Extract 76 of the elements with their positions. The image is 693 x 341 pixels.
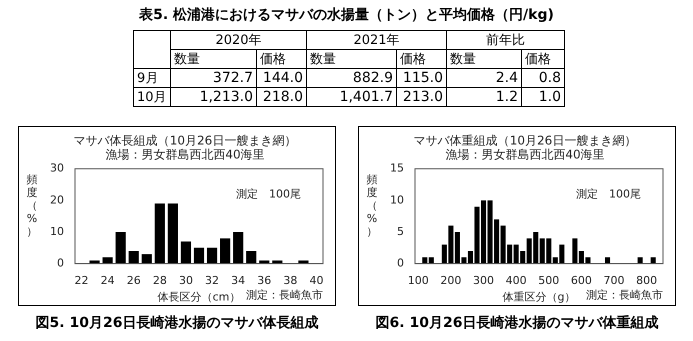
x-tick-label: 100 (408, 274, 429, 288)
category-label: 10月 (137, 90, 167, 105)
x-tick-label: 40 (309, 274, 324, 288)
x-tick-label: 30 (178, 274, 193, 288)
x-axis-title: 体長区分（cm） (158, 290, 240, 304)
text: 2.4 (496, 70, 518, 86)
x-tick-label: 300 (473, 274, 494, 288)
text: 1.0 (538, 89, 561, 105)
text: 2021年 (306, 30, 446, 50)
x-tick-label: 32 (205, 274, 220, 288)
bar (220, 238, 230, 264)
x-tick-label: 34 (231, 274, 246, 288)
x-tick-label: 28 (152, 274, 167, 288)
text: 表5. 松浦港におけるマサバの水揚量（トン）と平均価格（円/kg) (138, 6, 555, 24)
y-axis-title: 頻度（%） (26, 173, 38, 238)
bar (206, 248, 218, 264)
chart-title: マサバ体重組成（10月26日一艘まき網） (414, 133, 636, 148)
text: 372.7 (212, 70, 253, 86)
bar (142, 254, 152, 264)
y-tick-label: 10 (50, 224, 64, 238)
text: 2020年 (170, 30, 306, 50)
text: 218.0 (262, 89, 303, 105)
text: 144.0 (262, 70, 303, 86)
text: 1.2 (496, 89, 518, 105)
category-label: 数量 (170, 50, 256, 68)
chart-subtitle: 漁場：男女群島西北西40海里 (445, 148, 605, 162)
bar (168, 204, 178, 264)
y-tick-label: 20 (50, 193, 64, 206)
y-tick-label: 15 (390, 162, 404, 175)
text: 115.0 (402, 70, 443, 86)
text: 測定：長崎魚市 (586, 288, 663, 302)
category-label: 数量 (306, 50, 396, 68)
chart-subtitle: 漁場：男女群島西北西40海里 (105, 148, 265, 162)
text: 前年比 (446, 30, 564, 50)
text: 213.0 (402, 89, 443, 105)
text: 1,401.7 (340, 89, 393, 105)
y-tick-label: 5 (396, 224, 404, 238)
bar (650, 257, 656, 264)
x-tick-label: 24 (100, 274, 115, 288)
category-label: 価格 (396, 50, 446, 68)
y-tick-label: 30 (50, 162, 64, 175)
bar (116, 232, 126, 264)
x-tick-label: 400 (506, 274, 527, 288)
chart-title: マサバ体長組成（10月26日一艘まき網） (74, 133, 296, 148)
x-tick-label: 36 (257, 274, 272, 288)
x-axis-title: 体重区分（g） (502, 290, 576, 304)
caption: 図5. 10月26日長崎港水揚のマサバ体長組成 (34, 314, 320, 332)
caption: 図6. 10月26日長崎港水揚のマサバ体重組成 (374, 314, 660, 332)
x-tick-label: 22 (74, 274, 89, 288)
x-tick-label: 200 (440, 274, 462, 288)
x-tick-label: 600 (570, 274, 592, 288)
category-label: 価格 (256, 50, 306, 68)
x-tick-label: 800 (636, 274, 658, 288)
x-tick-label: 38 (283, 274, 298, 288)
text: 882.9 (352, 70, 393, 86)
text: 測定：長崎魚市 (246, 288, 323, 302)
text: 0.8 (538, 70, 561, 86)
y-tick-label: 0 (396, 256, 404, 270)
x-tick-label: 500 (538, 274, 560, 288)
category-label: 価格 (522, 50, 564, 68)
x-tick-label: 700 (604, 274, 625, 288)
bar (180, 241, 192, 264)
y-tick-label: 0 (56, 256, 64, 270)
category-label: 数量 (446, 50, 522, 68)
bar (194, 248, 204, 264)
bar (246, 250, 256, 264)
bar (128, 250, 139, 264)
y-tick-label: 10 (390, 193, 404, 206)
bar (154, 204, 165, 264)
annotation: 測定 100尾 (236, 188, 301, 201)
x-tick-label: 26 (126, 274, 141, 288)
y-axis-title: 頻度（%） (366, 173, 378, 238)
text: 1,213.0 (200, 89, 253, 105)
annotation: 測定 100尾 (576, 188, 641, 201)
category-label: 9月 (137, 71, 158, 86)
bar (233, 232, 244, 264)
